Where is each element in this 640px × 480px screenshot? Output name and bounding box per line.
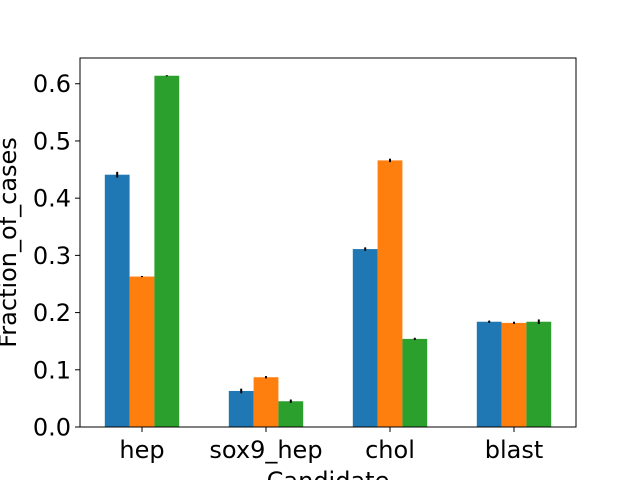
x-axis-label: Candidate xyxy=(267,467,390,480)
x-axis: hep sox9_hep chol blast xyxy=(119,427,543,464)
bar-chol-series-1 xyxy=(352,249,378,427)
y-tick-label: 0.4 xyxy=(33,185,71,213)
y-tick-label: 0.3 xyxy=(33,242,71,270)
bars-layer xyxy=(104,75,552,427)
bar-chol-series-3 xyxy=(402,338,428,427)
bar-hep-series-2 xyxy=(129,276,155,427)
y-tick-label: 0.0 xyxy=(33,414,71,442)
x-tick-label: blast xyxy=(485,436,544,464)
bar-blast-series-3 xyxy=(526,321,552,427)
bar-sox9_hep-series-1 xyxy=(228,390,254,427)
bar-blast-series-2 xyxy=(501,322,527,427)
error-bars-layer xyxy=(116,75,540,403)
y-tick-label: 0.2 xyxy=(33,299,71,327)
bar-hep-series-1 xyxy=(104,174,130,427)
x-tick-label: hep xyxy=(119,436,164,464)
bar-hep-series-3 xyxy=(154,75,180,427)
x-tick-label: chol xyxy=(365,436,415,464)
x-tick-label: sox9_hep xyxy=(209,436,322,464)
y-axis-label: Fraction_of_cases xyxy=(0,137,22,348)
y-axis: 0.0 0.1 0.2 0.3 0.4 0.5 0.6 xyxy=(33,70,80,442)
y-tick-label: 0.1 xyxy=(33,356,71,384)
y-tick-label: 0.6 xyxy=(33,70,71,98)
bar-chol-series-2 xyxy=(377,160,403,427)
bar-sox9_hep-series-2 xyxy=(253,377,279,427)
plot-frame xyxy=(79,57,577,428)
bar-sox9_hep-series-3 xyxy=(278,401,304,427)
bar-blast-series-1 xyxy=(476,321,502,427)
y-tick-label: 0.5 xyxy=(33,127,71,155)
